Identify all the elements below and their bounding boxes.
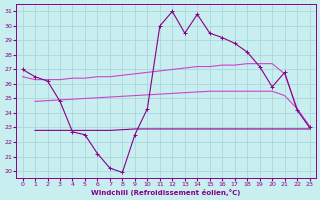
X-axis label: Windchill (Refroidissement éolien,°C): Windchill (Refroidissement éolien,°C) [92, 189, 241, 196]
